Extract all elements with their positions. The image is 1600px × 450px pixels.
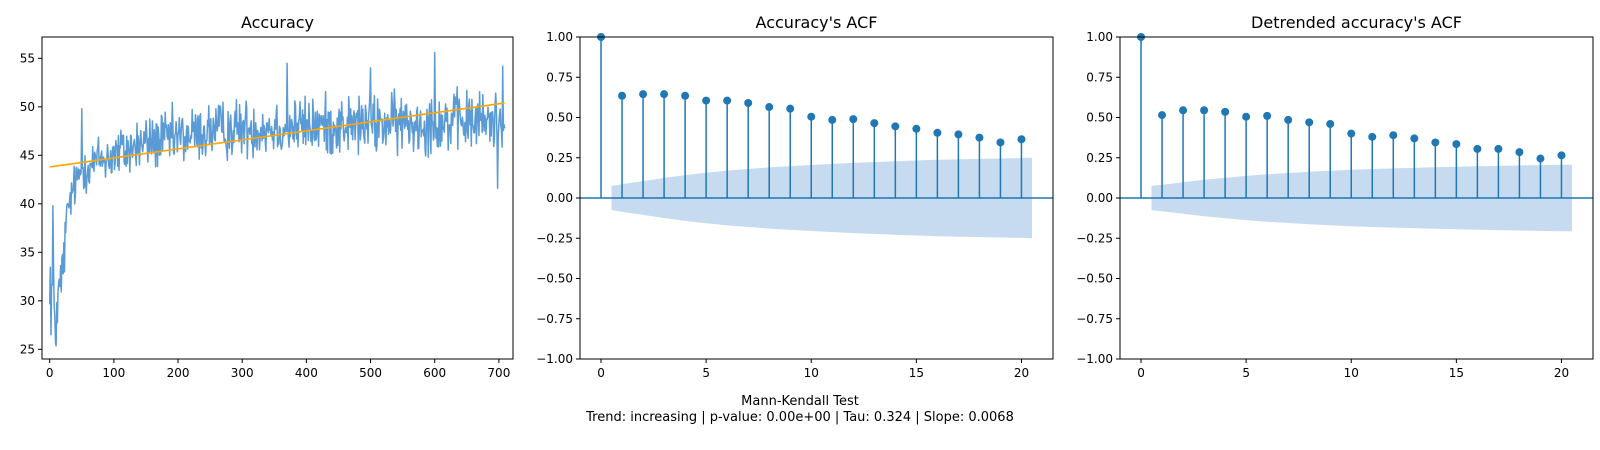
y-tick-label: 0.75	[1086, 70, 1113, 84]
acf-marker	[681, 91, 690, 100]
acf-marker	[1494, 144, 1503, 153]
y-tick-label: −0.50	[536, 272, 573, 286]
axes-frame	[41, 36, 514, 360]
acf-marker	[1017, 135, 1026, 144]
acf-marker	[1263, 111, 1272, 120]
acf-marker	[807, 112, 816, 121]
acf-marker	[1431, 138, 1440, 147]
chart-title: Accuracy's ACF	[756, 13, 878, 32]
acf-marker	[1557, 151, 1566, 160]
x-tick-label: 300	[231, 366, 254, 380]
acf-marker	[1515, 148, 1524, 157]
acf-marker	[891, 122, 900, 131]
y-tick-label: 0.75	[546, 70, 573, 84]
y-tick-label: −1.00	[1076, 352, 1113, 366]
y-tick-label: −0.25	[1076, 231, 1113, 245]
x-tick-label: 20	[1014, 366, 1029, 380]
x-tick-label: 100	[102, 366, 125, 380]
y-tick-label: −0.25	[536, 231, 573, 245]
y-tick-label: 40	[20, 197, 35, 211]
acf-marker	[870, 119, 879, 128]
accuracy-series-line	[48, 51, 506, 347]
x-tick-label: 15	[1449, 366, 1464, 380]
y-tick-label: −0.75	[536, 312, 573, 326]
chart-1: Accuracy 0 100 200 300 400 500 600 700 25 30 35 40 45…	[20, 13, 514, 380]
chart-title: Detrended accuracy's ACF	[1251, 13, 1462, 32]
y-tick-label: −0.75	[1076, 312, 1113, 326]
x-tick-label: 500	[359, 366, 382, 380]
y-tick-label: 0.50	[1086, 111, 1113, 125]
acf-marker	[1242, 112, 1251, 121]
chart-3: Detrended accuracy's ACF 0 5 10 15 20 −1.00 −0.…	[1076, 13, 1594, 380]
acf-marker	[1305, 118, 1314, 127]
y-tick-label: −0.50	[1076, 272, 1113, 286]
y-tick-label: 0.00	[546, 191, 573, 205]
chart-2: Accuracy's ACF 0 5 10 15 20 −1.00 −0.75 −0.50 −0.…	[536, 13, 1054, 380]
x-tick-label: 10	[804, 366, 819, 380]
x-tick-label: 400	[295, 366, 318, 380]
acf-marker	[1221, 107, 1230, 116]
acf-marker	[1410, 134, 1419, 143]
acf-marker	[1473, 144, 1482, 153]
acf-marker	[765, 103, 774, 112]
acf-marker	[660, 90, 669, 99]
acf-marker	[786, 104, 795, 113]
y-tick-label: 45	[20, 148, 35, 162]
y-tick-label: 0.50	[546, 111, 573, 125]
acf-marker	[1347, 129, 1356, 138]
acf-marker	[1179, 106, 1188, 115]
chart-title: Accuracy	[241, 13, 314, 32]
y-tick-label: 25	[20, 342, 35, 356]
x-tick-label: 0	[597, 366, 605, 380]
acf-marker	[975, 133, 984, 142]
y-tick-label: 55	[20, 51, 35, 65]
acf-marker	[828, 115, 837, 124]
acf-marker	[1326, 119, 1335, 128]
acf-marker	[639, 90, 648, 99]
x-tick-label: 5	[1242, 366, 1250, 380]
mann-kendall-summary: Trend: increasing | p-value: 0.00e+00 | …	[586, 410, 1014, 425]
y-tick-label: 0.00	[1086, 191, 1113, 205]
acf-marker	[912, 124, 921, 133]
trend-line	[49, 102, 505, 168]
x-tick-label: 0	[46, 366, 54, 380]
acf-marker	[723, 96, 732, 105]
y-tick-label: 0.25	[546, 151, 573, 165]
x-tick-label: 20	[1554, 366, 1569, 380]
y-tick-label: 1.00	[546, 30, 573, 44]
x-tick-label: 200	[167, 366, 190, 380]
acf-marker	[1368, 132, 1377, 141]
y-tick-label: 0.25	[1086, 151, 1113, 165]
acf-marker	[1452, 140, 1461, 149]
y-tick-label: 30	[20, 294, 35, 308]
x-tick-label: 5	[702, 366, 710, 380]
acf-marker	[1158, 111, 1167, 120]
y-tick-label: 1.00	[1086, 30, 1113, 44]
x-tick-label: 700	[487, 366, 510, 380]
x-tick-label: 0	[1137, 366, 1145, 380]
acf-marker	[702, 96, 711, 105]
acf-marker	[933, 128, 942, 137]
y-tick-label: 50	[20, 100, 35, 114]
acf-marker	[849, 115, 858, 124]
acf-marker	[1284, 115, 1293, 124]
acf-marker	[996, 138, 1005, 147]
y-tick-label: 35	[20, 245, 35, 259]
x-tick-label: 600	[423, 366, 446, 380]
acf-marker	[1389, 131, 1398, 140]
acf-marker	[1200, 106, 1209, 115]
x-tick-label: 15	[909, 366, 924, 380]
mann-kendall-title: Mann-Kendall Test	[741, 394, 859, 409]
x-tick-label: 10	[1344, 366, 1359, 380]
acf-marker	[1536, 154, 1545, 163]
y-tick-label: −1.00	[536, 352, 573, 366]
acf-marker	[744, 99, 753, 108]
acf-marker	[954, 130, 963, 139]
acf-marker	[618, 91, 627, 100]
